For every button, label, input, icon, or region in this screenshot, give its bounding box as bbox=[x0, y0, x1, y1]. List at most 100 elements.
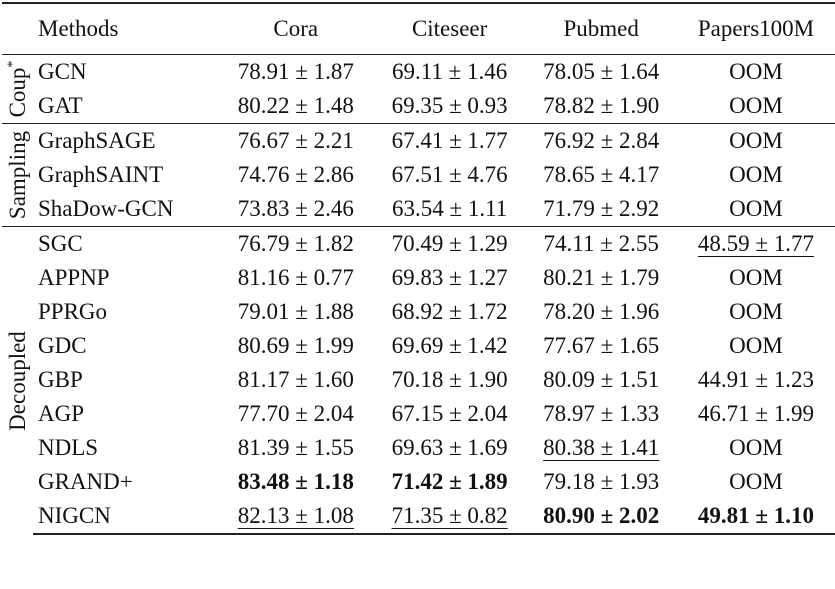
cell-papers100m: OOM bbox=[677, 261, 835, 295]
cell-citeseer: 67.41 ± 1.77 bbox=[373, 123, 526, 158]
method-name: APPNP bbox=[38, 265, 110, 290]
cell-citeseer: 69.83 ± 1.27 bbox=[374, 261, 526, 295]
method-name: GCN bbox=[38, 59, 87, 84]
table-header: Methods Cora Citeseer Pubmed Papers100M bbox=[2, 2, 835, 55]
method-name: GBP bbox=[38, 367, 83, 392]
cell-value: 78.91 ± 1.87 bbox=[237, 59, 354, 84]
cell-papers100m: OOM bbox=[677, 431, 835, 465]
cell-citeseer: 70.18 ± 1.90 bbox=[374, 363, 526, 397]
header-pubmed: Pubmed bbox=[525, 2, 677, 55]
table-row: ShaDow-GCN 73.83 ± 2.46 63.54 ± 1.11 71.79 … bbox=[2, 192, 835, 227]
table-row: GAT 80.22 ± 1.48 69.35 ± 0.93 78.82 ± 1.90 O… bbox=[2, 89, 835, 124]
table-row: Sampling GraphSAGE 76.67 ± 2.21 67.41 ± 1.7… bbox=[2, 123, 835, 227]
group-label: Sampling bbox=[5, 131, 31, 219]
results-table: Methods Cora Citeseer Pubmed Papers100M … bbox=[2, 2, 835, 535]
cell-pubmed: 80.38 ± 1.41 bbox=[525, 431, 677, 465]
cell-value: 80.90 ± 2.02 bbox=[543, 503, 660, 528]
cell-value: 67.15 ± 2.04 bbox=[391, 401, 508, 426]
cell-pubmed: 79.18 ± 1.93 bbox=[525, 465, 677, 499]
cell-pubmed: 74.11 ± 2.55 bbox=[525, 226, 677, 261]
method-name: AGP bbox=[38, 401, 85, 426]
table-row: GRAND+ 83.48 ± 1.18 71.42 ± 1.89 79.18 ± 1.… bbox=[2, 465, 835, 499]
cell-value: 69.63 ± 1.69 bbox=[391, 435, 508, 460]
table-row: NDLS 81.39 ± 1.55 69.63 ± 1.69 80.38 ± 1.41… bbox=[2, 431, 835, 465]
cell-cora: 79.01 ± 1.88 bbox=[218, 295, 374, 329]
cell-pubmed: 76.92 ± 2.84 bbox=[525, 123, 677, 158]
cell-cora: 77.70 ± 2.04 bbox=[218, 397, 374, 431]
cell-cora: 73.83 ± 2.46 bbox=[218, 192, 374, 227]
cell-value: 78.65 ± 4.17 bbox=[543, 162, 660, 187]
cell-value: 74.76 ± 2.86 bbox=[237, 162, 354, 187]
cell-papers100m: OOM bbox=[676, 123, 835, 158]
cell-cora: 80.69 ± 1.99 bbox=[218, 329, 374, 363]
cell-value: 71.79 ± 2.92 bbox=[543, 196, 660, 221]
header-methods: Methods bbox=[33, 2, 218, 55]
group-label: Coup* bbox=[5, 61, 31, 118]
cell-value: OOM bbox=[729, 469, 783, 494]
cell-cora: 76.79 ± 1.82 bbox=[217, 226, 374, 261]
cell-citeseer: 69.11 ± 1.46 bbox=[374, 55, 526, 90]
cell-papers100m: OOM bbox=[677, 89, 835, 124]
method-name: GRAND+ bbox=[38, 469, 133, 494]
cell-pubmed: 78.05 ± 1.64 bbox=[525, 55, 677, 90]
cell-pubmed: 80.21 ± 1.79 bbox=[525, 261, 677, 295]
cell-value: 82.13 ± 1.08 bbox=[237, 503, 354, 528]
cell-papers100m: 49.81 ± 1.10 bbox=[676, 499, 835, 535]
cell-papers100m: OOM bbox=[677, 158, 835, 192]
cell-value: 80.22 ± 1.48 bbox=[237, 93, 354, 118]
cell-papers100m: OOM bbox=[677, 192, 835, 227]
cell-cora: 80.22 ± 1.48 bbox=[218, 89, 374, 124]
cell-value: 73.83 ± 2.46 bbox=[237, 196, 354, 221]
cell-value: 67.41 ± 1.77 bbox=[391, 128, 508, 153]
method-name: ShaDow-GCN bbox=[38, 196, 174, 221]
cell-citeseer: 69.35 ± 0.93 bbox=[374, 89, 526, 124]
cell-value: 68.92 ± 1.72 bbox=[391, 299, 508, 324]
cell-value: 63.54 ± 1.11 bbox=[391, 196, 508, 221]
cell-citeseer: 67.51 ± 4.76 bbox=[374, 158, 526, 192]
cell-value: OOM bbox=[729, 59, 783, 84]
cell-value: 76.67 ± 2.21 bbox=[237, 128, 354, 153]
cell-value: 77.67 ± 1.65 bbox=[543, 333, 660, 358]
cell-cora: 81.17 ± 1.60 bbox=[218, 363, 374, 397]
cell-citeseer: 69.63 ± 1.69 bbox=[374, 431, 526, 465]
cell-value: 70.49 ± 1.29 bbox=[391, 231, 508, 256]
method-name: GraphSAINT bbox=[38, 162, 164, 187]
cell-cora: 83.48 ± 1.18 bbox=[218, 465, 374, 499]
header-group-spacer bbox=[2, 2, 33, 55]
cell-value: OOM bbox=[729, 299, 783, 324]
cell-cora: 74.76 ± 2.86 bbox=[218, 158, 374, 192]
cell-papers100m: OOM bbox=[677, 329, 835, 363]
cell-value: 46.71 ± 1.99 bbox=[697, 401, 815, 426]
cell-pubmed: 71.79 ± 2.92 bbox=[525, 192, 677, 227]
cell-value: 79.01 ± 1.88 bbox=[237, 299, 354, 324]
cell-citeseer: 71.35 ± 0.82 bbox=[373, 499, 526, 535]
group-label-cell: Sampling bbox=[2, 123, 33, 227]
table-row: NIGCN 82.13 ± 1.08 71.35 ± 0.82 80.90 ± 2.0… bbox=[2, 499, 835, 535]
group-label-superscript: * bbox=[4, 60, 20, 68]
cell-value: 81.17 ± 1.60 bbox=[237, 367, 354, 392]
group-label-text: Coup bbox=[4, 67, 30, 118]
cell-papers100m: OOM bbox=[677, 295, 835, 329]
cell-cora: 82.13 ± 1.08 bbox=[217, 499, 374, 535]
table-row: APPNP 81.16 ± 0.77 69.83 ± 1.27 80.21 ± 1.7… bbox=[2, 261, 835, 295]
cell-value: 70.18 ± 1.90 bbox=[391, 367, 508, 392]
cell-value: 67.51 ± 4.76 bbox=[391, 162, 508, 187]
cell-citeseer: 69.69 ± 1.42 bbox=[374, 329, 526, 363]
cell-citeseer: 63.54 ± 1.11 bbox=[374, 192, 526, 227]
method-name: PPRGo bbox=[38, 299, 108, 324]
cell-value: 74.11 ± 2.55 bbox=[543, 231, 659, 256]
cell-value: OOM bbox=[729, 333, 783, 358]
table-row: Decoupled SGC 76.79 ± 1.82 70.49 ± 1.29 74.1… bbox=[2, 226, 835, 534]
method-name: NDLS bbox=[38, 435, 99, 460]
cell-value: 69.83 ± 1.27 bbox=[391, 265, 508, 290]
cell-citeseer: 70.49 ± 1.29 bbox=[373, 226, 526, 261]
table-row: GDC 80.69 ± 1.99 69.69 ± 1.42 77.67 ± 1.65 O… bbox=[2, 329, 835, 363]
cell-value: 69.11 ± 1.46 bbox=[391, 59, 508, 84]
cell-value: 44.91 ± 1.23 bbox=[697, 367, 815, 392]
cell-value: OOM bbox=[729, 196, 783, 221]
cell-value: 79.18 ± 1.93 bbox=[543, 469, 660, 494]
cell-cora: 81.16 ± 0.77 bbox=[218, 261, 374, 295]
cell-papers100m: OOM bbox=[677, 55, 835, 90]
cell-value: 76.92 ± 2.84 bbox=[543, 128, 660, 153]
